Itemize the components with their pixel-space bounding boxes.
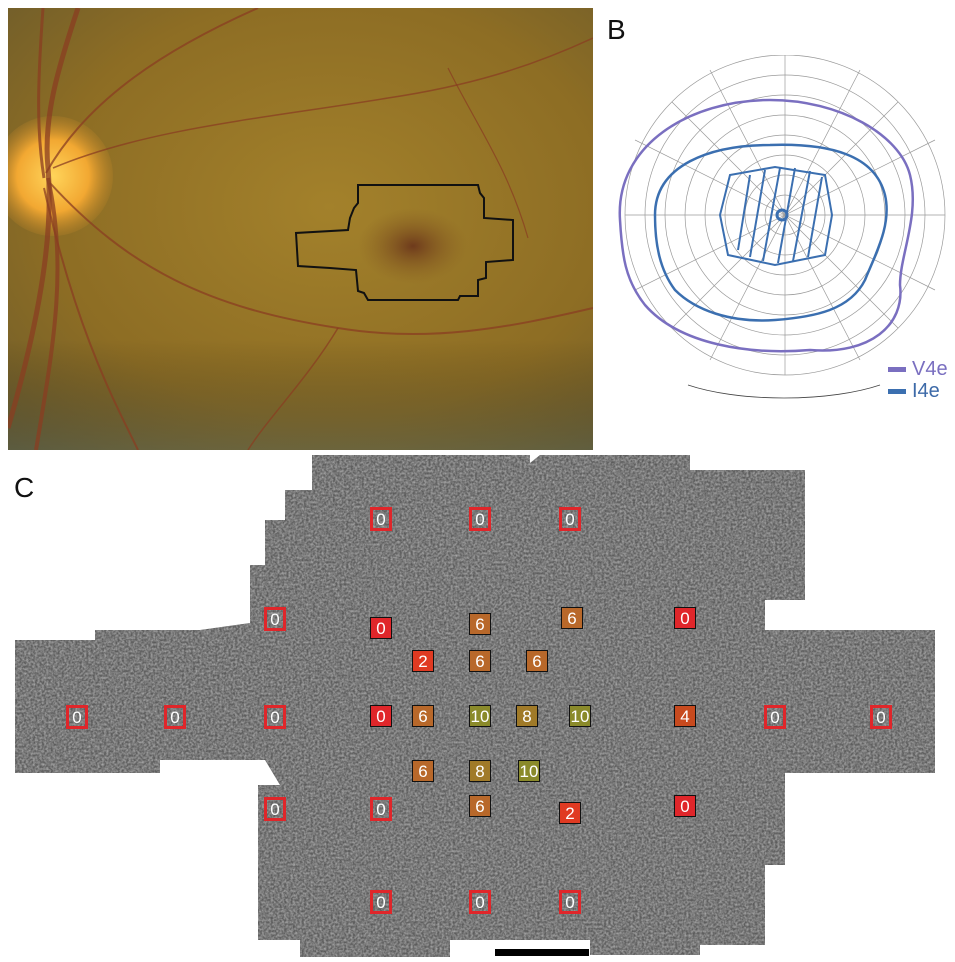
- sensitivity-value: 10: [518, 760, 540, 782]
- sensitivity-value: 0: [370, 797, 392, 821]
- sensitivity-value: 6: [469, 613, 491, 635]
- sensitivity-value: 10: [569, 705, 591, 727]
- legend-item-v4e: V4e: [888, 358, 948, 381]
- sensitivity-value: 0: [370, 507, 392, 531]
- panel-label-b: B: [607, 14, 626, 45]
- panel-label-c: C: [14, 472, 35, 503]
- sensitivity-value: 0: [559, 507, 581, 531]
- sensitivity-value: 0: [469, 890, 491, 914]
- lesion-outline: [294, 184, 514, 301]
- sensitivity-value: 6: [412, 705, 434, 727]
- fundus-photograph: [8, 8, 593, 450]
- sensitivity-value: 0: [264, 797, 286, 821]
- sensitivity-value: 0: [674, 795, 696, 817]
- legend-item-i4e: I4e: [888, 380, 940, 403]
- sensitivity-value: 10: [469, 705, 491, 727]
- sensitivity-value: 0: [370, 890, 392, 914]
- sensitivity-value: 6: [469, 650, 491, 672]
- sensitivity-value: 0: [370, 705, 392, 727]
- scale-bar: [495, 949, 589, 956]
- sensitivity-value: 0: [764, 705, 786, 729]
- sensitivity-value: 2: [412, 650, 434, 672]
- sensitivity-value: 6: [412, 760, 434, 782]
- sensitivity-value: 8: [516, 705, 538, 727]
- legend-label-i4e: I4e: [912, 380, 940, 402]
- ao-montage: 0 0 0 0 0 6 6 0 2 6 6 0 0 0 0 6 10 8 10 4 0 0 6 8 10 0 0 6 2 0 0 0 0: [0, 455, 955, 957]
- sensitivity-value: 0: [164, 705, 186, 729]
- sensitivity-value: 0: [264, 705, 286, 729]
- legend-swatch-v4e: [888, 367, 906, 372]
- sensitivity-value: 0: [264, 607, 286, 631]
- sensitivity-value: 0: [870, 705, 892, 729]
- sensitivity-value: 4: [674, 705, 696, 727]
- sensitivity-value: 6: [561, 607, 583, 629]
- visual-field-perimetry: [600, 54, 955, 400]
- sensitivity-value: 0: [559, 890, 581, 914]
- sensitivity-value: 6: [526, 650, 548, 672]
- legend-swatch-i4e: [888, 389, 906, 394]
- sensitivity-value: 0: [469, 507, 491, 531]
- sensitivity-value: 0: [66, 705, 88, 729]
- sensitivity-value: 8: [469, 760, 491, 782]
- sensitivity-value: 6: [469, 795, 491, 817]
- sensitivity-value: 0: [674, 607, 696, 629]
- legend-label-v4e: V4e: [912, 358, 948, 380]
- sensitivity-value: 2: [559, 802, 581, 824]
- sensitivity-value: 0: [370, 617, 392, 639]
